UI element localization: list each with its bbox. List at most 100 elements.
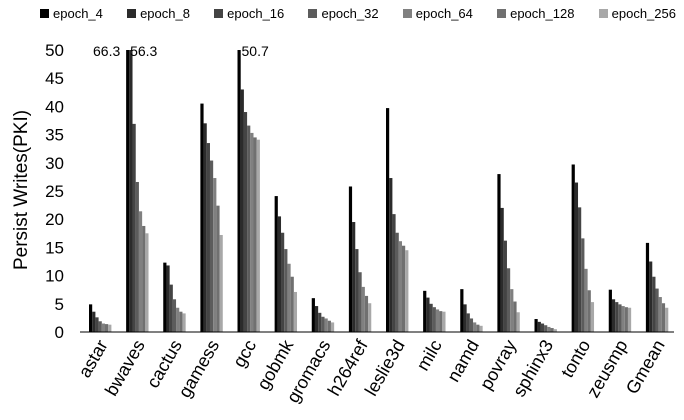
bar-gobmk-epoch_64 (287, 263, 291, 332)
bar-Gmean-epoch_128 (661, 303, 666, 332)
bars (89, 50, 669, 332)
bar-povray-epoch_128 (513, 301, 517, 332)
bar-gcc-epoch_8 (240, 89, 244, 332)
bar-astar-epoch_32 (98, 321, 102, 332)
bar-povray-epoch_8 (500, 207, 504, 332)
bar-zeusmp-epoch_128 (624, 307, 628, 332)
bar-Gmean-epoch_4 (645, 242, 650, 332)
bar-h264ref-epoch_64 (361, 286, 365, 332)
y-tick-label: 45 (45, 69, 64, 88)
bar-namd-epoch_256 (479, 325, 483, 332)
bar-h264ref-epoch_256 (368, 303, 372, 332)
bar-bwaves-epoch_128 (142, 225, 146, 332)
bar-milc-epoch_256 (442, 311, 446, 332)
y-tick-label: 0 (55, 323, 64, 342)
legend-item-epoch_64: epoch_64 (402, 5, 473, 21)
bar-Gmean-epoch_64 (658, 297, 662, 332)
bar-gamess-epoch_64 (213, 178, 217, 332)
bar-bwaves-epoch_16 (132, 123, 136, 332)
bar-leslie3d-epoch_256 (405, 250, 409, 332)
bar-bwaves-epoch_4 (126, 50, 130, 332)
legend-label: epoch_32 (321, 5, 379, 21)
bar-h264ref-epoch_16 (355, 249, 359, 332)
legend-swatch (40, 8, 49, 18)
bar-namd-epoch_8 (463, 304, 467, 332)
bar-sphinx3-epoch_4 (534, 319, 538, 332)
legend-swatch (308, 8, 318, 18)
bar-gcc-epoch_128 (253, 137, 257, 332)
legend-swatch (127, 8, 137, 18)
bar-povray-epoch_32 (506, 268, 511, 332)
legend-label: epoch_8 (140, 5, 190, 21)
bar-gromacs-epoch_8 (314, 306, 319, 332)
bar-gamess-epoch_256 (219, 234, 223, 332)
legend-item-epoch_16: epoch_16 (214, 6, 284, 21)
bar-milc-epoch_128 (439, 311, 443, 332)
x-tick-label: tonto (557, 336, 594, 381)
legend-label: epoch_256 (611, 5, 676, 21)
bar-zeusmp-epoch_64 (621, 306, 625, 332)
bar-h264ref-epoch_128 (364, 295, 369, 332)
bar-gromacs-epoch_32 (321, 316, 325, 332)
bar-h264ref-epoch_4 (348, 186, 353, 332)
annotations: 66.3 56.3 50.7 (93, 43, 269, 59)
bar-gobmk-epoch_8 (277, 216, 282, 332)
bar-bwaves-epoch_8 (129, 50, 133, 332)
bar-gamess-epoch_128 (216, 205, 220, 332)
bar-gromacs-epoch_64 (324, 318, 328, 332)
legend-label: epoch_16 (227, 5, 285, 21)
bar-gobmk-epoch_16 (281, 232, 285, 332)
bar-tonto-epoch_16 (578, 207, 582, 332)
bar-povray-epoch_256 (516, 312, 520, 332)
bar-cactus-epoch_64 (176, 307, 180, 332)
y-tick-label: 50 (45, 41, 64, 60)
bar-leslie3d-epoch_8 (389, 178, 393, 332)
bar-cactus-epoch_32 (172, 299, 177, 332)
y-tick-label: 20 (45, 210, 64, 229)
y-axis-title: Persist Writes(PKI) (11, 110, 32, 270)
bar-povray-epoch_64 (510, 289, 514, 332)
bar-cactus-epoch_4 (163, 262, 167, 332)
x-tick-label: namd (443, 336, 483, 385)
legend-swatch (497, 8, 507, 18)
legend-label: epoch_64 (415, 5, 473, 21)
bar-gcc-epoch_32 (247, 125, 251, 332)
bar-Gmean-epoch_256 (665, 307, 669, 332)
legend-item-epoch_128: epoch_128 (497, 6, 574, 21)
bar-h264ref-epoch_32 (358, 272, 362, 332)
bar-zeusmp-epoch_256 (627, 307, 632, 332)
bar-cactus-epoch_8 (166, 265, 170, 332)
bar-bwaves-epoch_64 (138, 211, 143, 332)
bar-leslie3d-epoch_32 (395, 232, 399, 332)
bar-cactus-epoch_16 (169, 284, 173, 332)
bar-astar-epoch_8 (92, 311, 96, 332)
bar-astar-epoch_4 (89, 304, 93, 332)
bar-sphinx3-epoch_128 (550, 328, 554, 332)
bar-sphinx3-epoch_8 (537, 321, 541, 332)
bar-cactus-epoch_256 (182, 313, 186, 332)
legend-item-epoch_8: epoch_8 (127, 6, 190, 21)
y-tick-label: 30 (45, 154, 64, 173)
y-tick-label: 10 (45, 267, 64, 286)
legend-item-epoch_4: epoch_4 (40, 6, 103, 21)
bar-gamess-epoch_16 (206, 143, 210, 332)
bar-povray-epoch_4 (497, 174, 501, 332)
bar-namd-epoch_4 (460, 289, 464, 332)
bar-gamess-epoch_4 (200, 103, 204, 332)
bar-leslie3d-epoch_16 (392, 214, 396, 332)
bar-h264ref-epoch_8 (352, 222, 356, 332)
y-tick-label: 40 (45, 97, 64, 116)
bar-namd-epoch_64 (473, 322, 477, 332)
bar-zeusmp-epoch_16 (615, 302, 619, 332)
bar-namd-epoch_16 (466, 313, 470, 332)
bar-leslie3d-epoch_64 (398, 241, 402, 332)
bar-gcc-epoch_4 (237, 50, 241, 332)
bar-sphinx3-epoch_256 (553, 329, 557, 332)
bar-astar-epoch_128 (105, 324, 109, 332)
bar-leslie3d-epoch_128 (402, 245, 406, 332)
y-tick-label: 35 (45, 126, 64, 145)
bar-gobmk-epoch_4 (274, 196, 278, 332)
bar-tonto-epoch_4 (571, 164, 575, 332)
bar-gromacs-epoch_16 (318, 312, 322, 332)
